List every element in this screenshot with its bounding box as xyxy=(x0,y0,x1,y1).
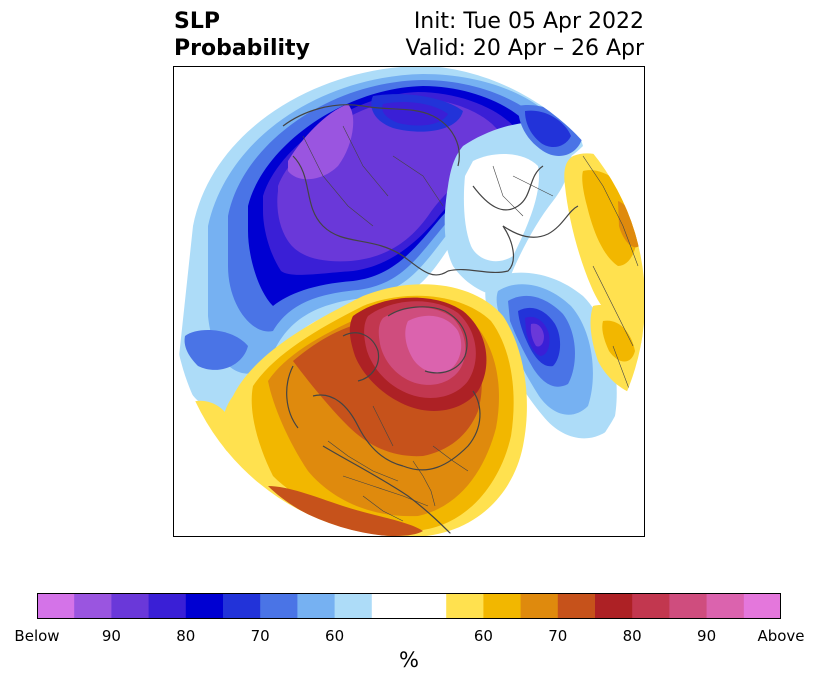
colorbar-cell xyxy=(632,593,670,619)
valid-range: Valid: 20 Apr – 26 Apr xyxy=(405,36,645,61)
probability-map xyxy=(173,66,645,537)
below-normal-region-pacific xyxy=(485,272,617,439)
coastlines xyxy=(232,80,579,537)
colorbar-tick-label: 80 xyxy=(622,627,642,645)
colorbar-tick-label: 60 xyxy=(325,627,345,645)
colorbar-tick-label: 90 xyxy=(101,627,121,645)
colorbar-cell xyxy=(334,593,373,619)
colorbar-cell xyxy=(669,593,708,619)
colorbar-cell xyxy=(37,593,75,619)
colorbar-tick-label: 70 xyxy=(548,627,568,645)
colorbar-tick-label: 60 xyxy=(473,627,493,645)
above-normal-region-north-america xyxy=(183,284,527,537)
colorbar-cell xyxy=(185,593,224,619)
colorbar-cell xyxy=(483,593,522,619)
title-product: Probability xyxy=(174,36,310,61)
init-date: Init: Tue 05 Apr 2022 xyxy=(413,9,644,34)
title-left: SLP Probability xyxy=(174,8,310,62)
colorbar-cell xyxy=(260,593,298,619)
colorbar xyxy=(37,593,781,619)
colorbar-tick-label: 80 xyxy=(176,627,196,645)
colorbar-cell xyxy=(595,593,633,619)
colorbar-cell xyxy=(409,593,447,619)
colorbar-tick-label: 70 xyxy=(250,627,270,645)
probability-field xyxy=(173,66,645,537)
colorbar-tick-label: Below xyxy=(14,627,60,645)
colorbar-tick-label: Above xyxy=(757,627,805,645)
map-frame xyxy=(173,66,645,537)
colorbar-cell xyxy=(223,593,261,619)
colorbar-cell xyxy=(111,593,150,619)
colorbar-frame xyxy=(37,593,781,619)
colorbar-cell xyxy=(743,593,781,619)
title-variable: SLP xyxy=(174,9,220,34)
colorbar-unit: % xyxy=(399,648,419,672)
colorbar-cell xyxy=(74,593,112,619)
title-right: Init: Tue 05 Apr 2022 Valid: 20 Apr – 26… xyxy=(406,8,645,62)
colorbar-cell xyxy=(297,593,336,619)
colorbar-cell xyxy=(706,593,745,619)
colorbar-cell xyxy=(371,593,410,619)
country-borders xyxy=(302,125,639,522)
colorbar-cell xyxy=(148,593,187,619)
colorbar-tick-label: 90 xyxy=(697,627,717,645)
colorbar-cell xyxy=(520,593,559,619)
colorbar-cell xyxy=(446,593,484,619)
colorbar-cell xyxy=(557,593,596,619)
